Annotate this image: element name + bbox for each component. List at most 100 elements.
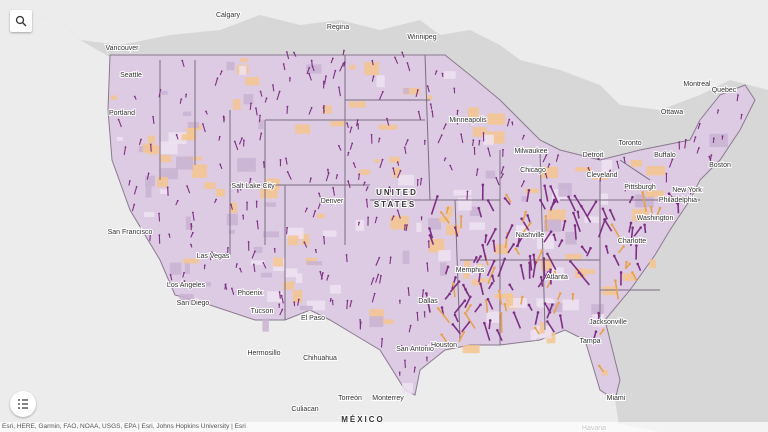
arrow-head: [322, 235, 325, 238]
arrow-head: [230, 203, 232, 206]
county-patch: [232, 99, 241, 110]
arrow-head: [539, 198, 542, 202]
arrow-head: [423, 139, 426, 142]
arrow-head: [242, 214, 244, 217]
place-label: Los Angeles: [167, 282, 206, 289]
place-label: Quebec: [712, 87, 737, 94]
arrow-head: [498, 289, 501, 293]
county-patch: [515, 225, 529, 237]
county-patch: [260, 272, 272, 278]
arrow-head: [256, 220, 259, 223]
arrow-head: [571, 292, 575, 296]
arrow-head: [252, 263, 255, 266]
county-patch: [376, 75, 385, 88]
trend-arrow: [425, 293, 431, 313]
place-label: Vancouver: [106, 45, 140, 52]
arrow-head: [403, 146, 406, 149]
trend-arrow: [696, 147, 700, 154]
arrow-head: [371, 59, 374, 62]
arrow-head: [597, 364, 601, 368]
arrow-head: [286, 226, 289, 229]
arrow-head: [158, 234, 161, 237]
county-patch: [521, 147, 540, 154]
arrow-head: [345, 254, 348, 256]
place-label: San Antonio: [396, 346, 434, 353]
county-patch: [349, 64, 356, 70]
county-patch: [306, 300, 326, 311]
county-patch: [558, 183, 572, 197]
arrow-head: [414, 366, 416, 369]
legend-button[interactable]: [10, 391, 36, 417]
arrow-head: [559, 292, 562, 295]
arrow-head: [625, 260, 628, 264]
trend-arrow: [586, 247, 592, 257]
arrow-head: [536, 311, 540, 314]
county-patch: [374, 158, 380, 163]
trend-arrow: [133, 186, 138, 195]
arrow-head: [658, 206, 662, 210]
arrow-head: [363, 181, 366, 184]
arrow-head: [311, 65, 314, 68]
trend-arrow: [464, 296, 472, 309]
county-patch: [283, 281, 295, 290]
arrow-head: [453, 87, 456, 90]
trend-arrow: [630, 227, 634, 246]
arrow-head: [219, 163, 222, 166]
arrow-head: [278, 291, 281, 293]
arrow-head: [484, 234, 488, 237]
arrow-head: [322, 271, 324, 274]
arrow-head: [351, 142, 354, 145]
arrow-head: [542, 257, 546, 260]
arrow-head: [346, 122, 348, 125]
arrow-head: [643, 223, 646, 227]
arrow-head: [319, 202, 322, 204]
arrow-head: [616, 160, 619, 163]
county-patch: [161, 90, 168, 95]
arrow-head: [519, 263, 523, 267]
trend-arrow: [186, 185, 191, 194]
county-patch: [348, 101, 366, 108]
arrow-head: [346, 299, 349, 302]
trend-arrow: [581, 246, 588, 254]
arrow-head: [737, 94, 739, 96]
county-patch: [355, 219, 365, 231]
county-patch: [645, 190, 665, 198]
trend-arrow: [628, 222, 632, 233]
trend-arrow: [534, 312, 539, 325]
arrow-head: [608, 208, 612, 212]
arrow-head: [356, 119, 359, 121]
arrow-head: [487, 147, 489, 150]
trend-arrow: [370, 278, 375, 285]
trend-arrow: [697, 123, 701, 130]
trend-arrow: [478, 270, 482, 283]
arrow-head: [526, 214, 529, 217]
arrow-head: [503, 257, 507, 261]
arrow-head: [546, 252, 549, 256]
arrow-head: [282, 63, 285, 65]
county-patch: [159, 141, 178, 155]
arrow-head: [152, 115, 154, 118]
arrow-head: [522, 134, 525, 137]
trend-arrow: [736, 94, 739, 102]
trend-arrow: [650, 207, 654, 222]
county-patch: [187, 121, 199, 128]
arrow-head: [183, 271, 185, 274]
trend-arrow: [118, 119, 122, 128]
county-patch: [258, 119, 264, 130]
trend-arrow: [308, 73, 312, 81]
search-button[interactable]: [10, 10, 32, 32]
trend-arrow: [543, 258, 546, 277]
arrow-head: [149, 232, 152, 235]
county-patch: [169, 262, 182, 275]
county-patch: [538, 299, 555, 308]
trend-arrow: [407, 287, 410, 297]
county-patches: [110, 57, 728, 394]
trend-arrow: [428, 228, 434, 239]
arrow-head: [453, 313, 457, 317]
trend-arrow: [366, 199, 369, 208]
trend-arrow: [236, 184, 239, 193]
trend-arrow: [513, 312, 522, 329]
place-label: Jacksonville: [589, 319, 627, 326]
arrow-head: [347, 180, 350, 183]
